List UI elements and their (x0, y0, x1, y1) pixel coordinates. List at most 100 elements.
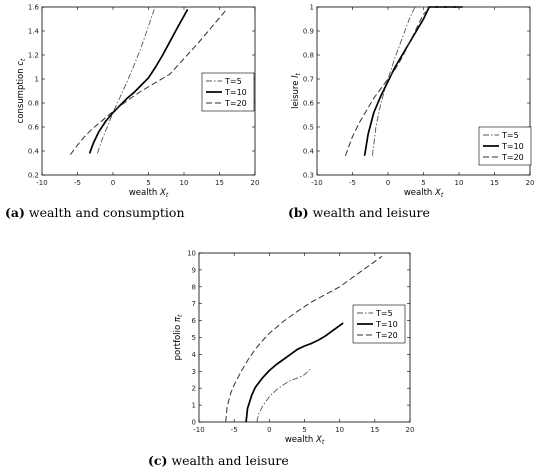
x-tick-label: 5 (302, 426, 306, 434)
y-tick-label: 1 (310, 4, 314, 12)
legend-label: T=20 (375, 331, 398, 340)
y-axis-label-word: leisure (291, 78, 301, 109)
y-tick-label: 2 (192, 385, 196, 393)
series-line-t-10 (363, 6, 463, 156)
y-tick-label: 7 (192, 300, 196, 308)
legend-label: T=20 (224, 99, 247, 108)
x-tick-label: -5 (349, 179, 356, 187)
series-line-t-10 (88, 8, 189, 154)
y-tick-label: 0.6 (28, 124, 40, 132)
legend-label: T=10 (224, 88, 247, 97)
series-line-t-20 (225, 255, 383, 423)
y-tick-label: 8 (192, 283, 196, 291)
caption-b: (b) wealth and leisure (288, 205, 430, 220)
series-line-t-5 (371, 6, 431, 156)
caption-a-label: (a) (5, 205, 25, 220)
y-tick-label: 9 (192, 266, 196, 274)
x-tick-label: 10 (180, 179, 189, 187)
y-axis-label: leisure lt (291, 72, 302, 108)
x-axis-label-sub: t (166, 192, 169, 199)
y-tick-label: 1.4 (28, 28, 40, 36)
x-axis-label-sub: t (441, 192, 444, 199)
y-axis-label-word: consumption (16, 66, 26, 124)
x-tick-label: 15 (215, 179, 224, 187)
y-tick-label: 0.7 (303, 76, 314, 84)
legend: T=5 T=10 T=20 (201, 72, 255, 112)
x-axis-label-sub: t (322, 439, 325, 446)
y-axis-label-var: l (291, 75, 301, 78)
chart-panel-a: -10 -5 0 5 10 15 20 0.2 0.4 0.6 0.8 1 1.2 1.4 1.6 wealt… (0, 0, 275, 230)
y-axis-label: portfolio πt (173, 314, 184, 360)
caption-b-label: (b) (288, 205, 309, 220)
y-tick-label: 1 (35, 76, 39, 84)
x-tick-label: 0 (386, 179, 390, 187)
y-tick-label: 0.5 (303, 124, 314, 132)
x-tick-label: -5 (231, 426, 238, 434)
y-tick-label: 1 (192, 402, 196, 410)
x-tick-label: 0 (111, 179, 115, 187)
legend-label: T=10 (501, 142, 524, 151)
x-axis-label-var: X (159, 188, 166, 198)
x-tick-label: 20 (406, 426, 415, 434)
x-tick-label: 15 (370, 426, 379, 434)
legend-label: T=10 (375, 320, 398, 329)
x-tick-label: 5 (421, 179, 425, 187)
x-tick-label: 5 (146, 179, 150, 187)
y-tick-label: 0.2 (28, 172, 39, 180)
y-tick-label: 0.4 (28, 148, 40, 156)
caption-a: (a) wealth and consumption (5, 205, 185, 220)
x-axis-label: wealth Xt (404, 188, 444, 199)
x-tick-label: 10 (455, 179, 464, 187)
caption-c: (c) wealth and leisure (148, 453, 289, 468)
y-tick-label: 0.3 (303, 172, 314, 180)
caption-a-text: wealth and consumption (28, 205, 185, 220)
x-axis-label-word: wealth (404, 188, 435, 198)
series-group (344, 6, 506, 156)
x-axis-label: wealth Xt (285, 435, 325, 446)
series-line-t-20 (344, 6, 506, 156)
x-tick-label: 0 (267, 426, 271, 434)
x-tick-label: 10 (335, 426, 344, 434)
y-tick-label: 5 (192, 334, 196, 342)
series-group (225, 255, 383, 423)
y-tick-label: 3 (192, 368, 196, 376)
series-line-t-5 (96, 9, 155, 154)
y-tick-label: 0.9 (303, 28, 314, 36)
y-tick-label: 6 (192, 317, 197, 325)
legend-label: T=5 (375, 309, 393, 318)
y-axis-label-var: π (173, 316, 183, 322)
y-tick-label: 1.6 (28, 4, 40, 12)
x-tick-label: 15 (490, 179, 499, 187)
x-tick-label: -10 (193, 426, 204, 434)
x-axis-label-var: X (315, 435, 322, 445)
x-tick-label: 20 (251, 179, 260, 187)
legend-box (201, 72, 255, 112)
y-tick-label: 0.8 (303, 52, 314, 60)
y-axis-label-sub: t (177, 314, 184, 317)
y-axis-label-var: c (16, 61, 26, 66)
y-axis-label: consumption ct (16, 58, 27, 123)
y-axis-label-sub: t (20, 58, 27, 61)
x-tick-label: -10 (36, 179, 47, 187)
chart-panel-b: -10 -5 0 5 10 15 20 0.3 0.4 0.5 0.6 0.7 0.8 0.9 1 wealt… (275, 0, 550, 230)
legend-label: T=20 (501, 153, 524, 162)
y-tick-label: 1.2 (28, 52, 39, 60)
x-tick-label: 20 (526, 179, 535, 187)
series-group (69, 8, 227, 155)
x-axis-label: wealth Xt (129, 188, 169, 199)
chart-b: -10 -5 0 5 10 15 20 0.3 0.4 0.5 0.6 0.7 0.8 0.9 1 wealt… (291, 4, 535, 200)
y-axis-label-sub: t (295, 72, 302, 75)
series-line-t-20 (69, 9, 227, 155)
x-tick-label: -5 (74, 179, 81, 187)
y-tick-label: 0 (192, 419, 196, 427)
series-line-t-10 (245, 322, 344, 423)
caption-c-label: (c) (148, 453, 168, 468)
x-tick-label: -10 (311, 179, 322, 187)
legend: T=5 T=10 T=20 (352, 304, 406, 344)
y-tick-label: 4 (192, 351, 197, 359)
y-tick-label: 0.4 (303, 148, 315, 156)
chart-panel-c: -10 -5 0 5 10 15 20 0 1 2 3 4 5 6 7 8 9 10 wealth Xt portfo… (137, 243, 417, 471)
caption-b-text: wealth and leisure (312, 205, 430, 220)
x-axis-label-word: wealth (285, 435, 316, 445)
